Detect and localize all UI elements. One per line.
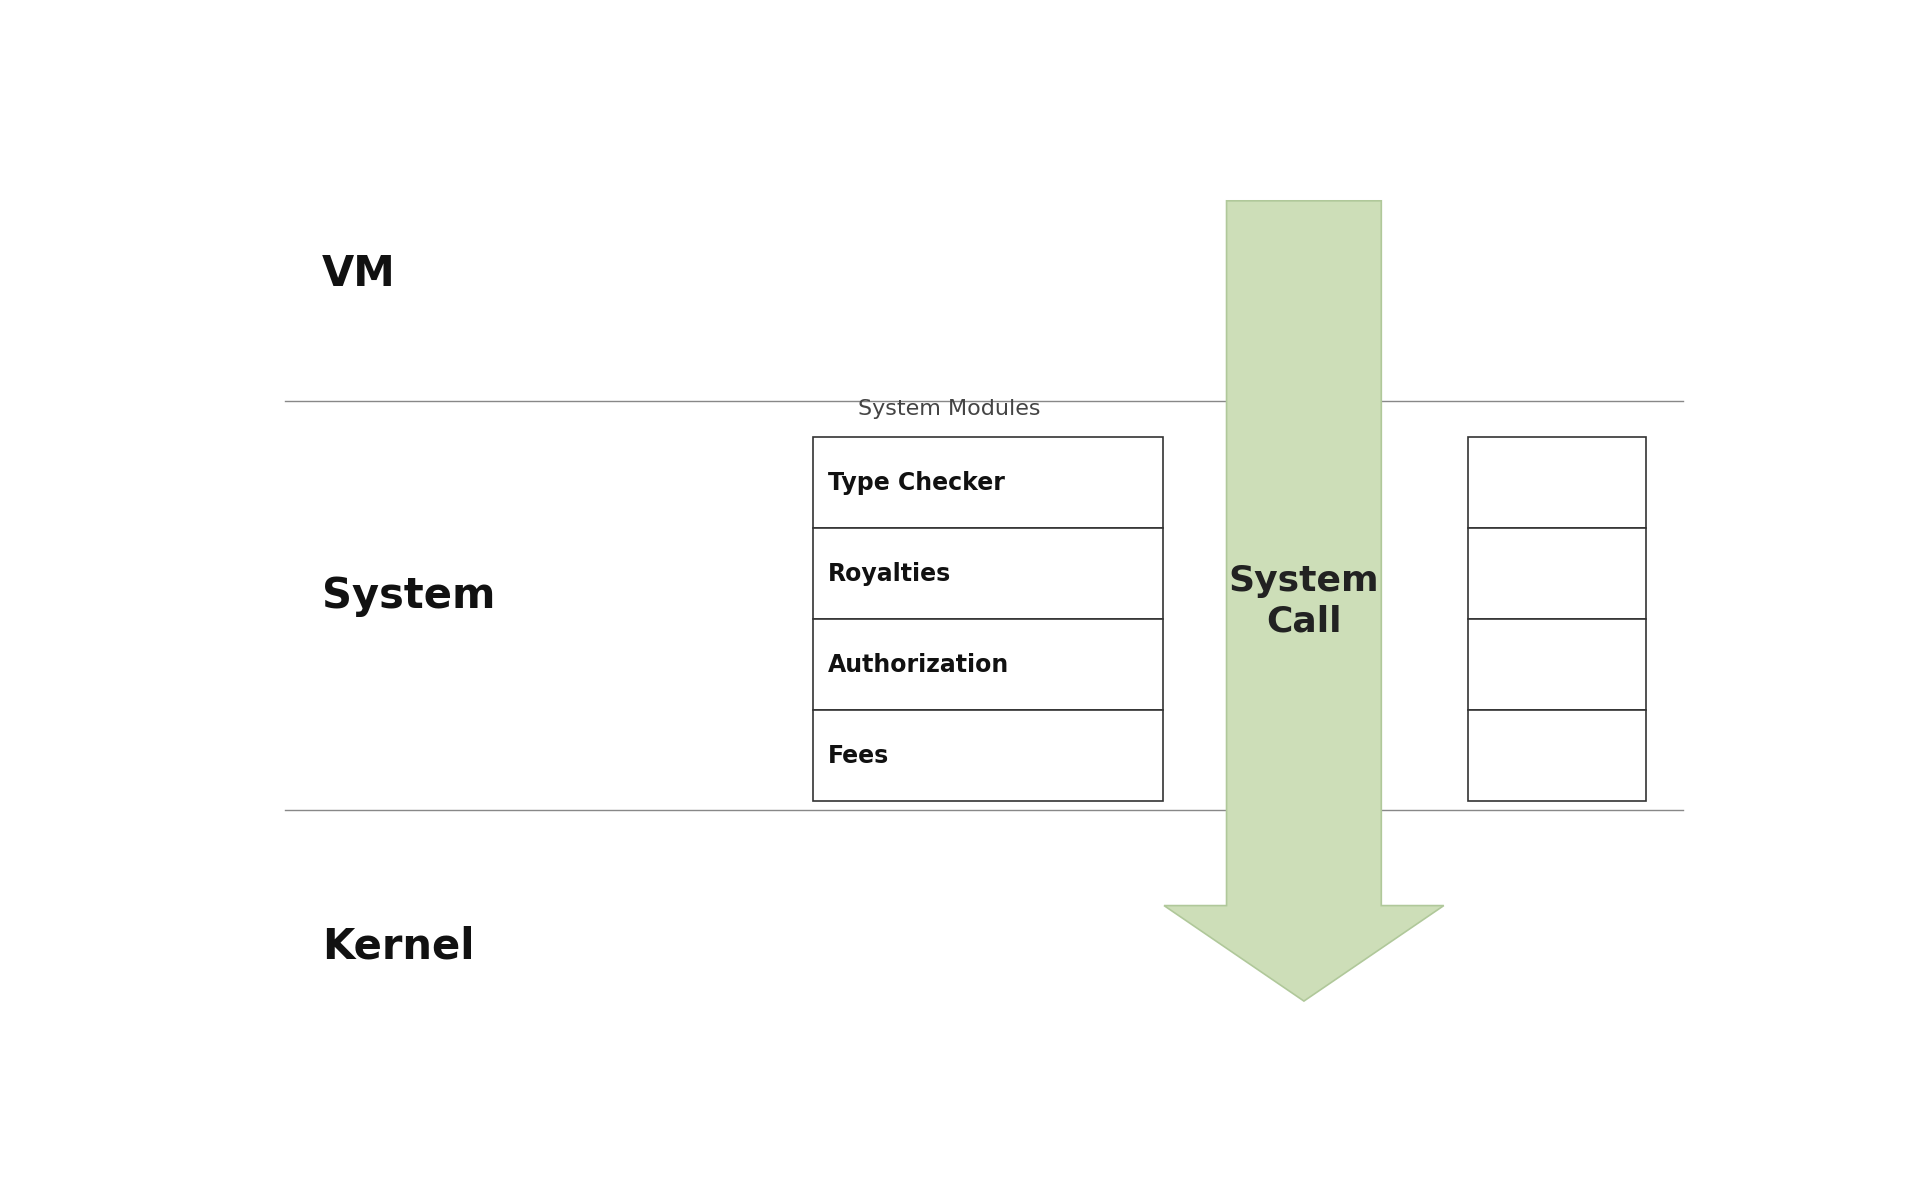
Bar xyxy=(1467,710,1645,801)
Text: System: System xyxy=(323,575,495,618)
Text: Royalties: Royalties xyxy=(828,562,950,586)
Bar xyxy=(812,619,1162,710)
Text: Type Checker: Type Checker xyxy=(828,471,1004,495)
Bar xyxy=(812,437,1162,528)
Bar xyxy=(1467,528,1645,619)
Polygon shape xyxy=(1164,201,1444,1001)
Bar xyxy=(812,528,1162,619)
Text: VM: VM xyxy=(323,253,396,294)
Text: Authorization: Authorization xyxy=(828,653,1010,677)
Text: System Modules: System Modules xyxy=(858,399,1041,419)
Bar xyxy=(1467,437,1645,528)
Text: Fees: Fees xyxy=(828,744,889,768)
Bar xyxy=(812,710,1162,801)
Bar xyxy=(1467,619,1645,710)
Text: System
Call: System Call xyxy=(1229,563,1379,638)
Text: Kernel: Kernel xyxy=(323,926,474,967)
